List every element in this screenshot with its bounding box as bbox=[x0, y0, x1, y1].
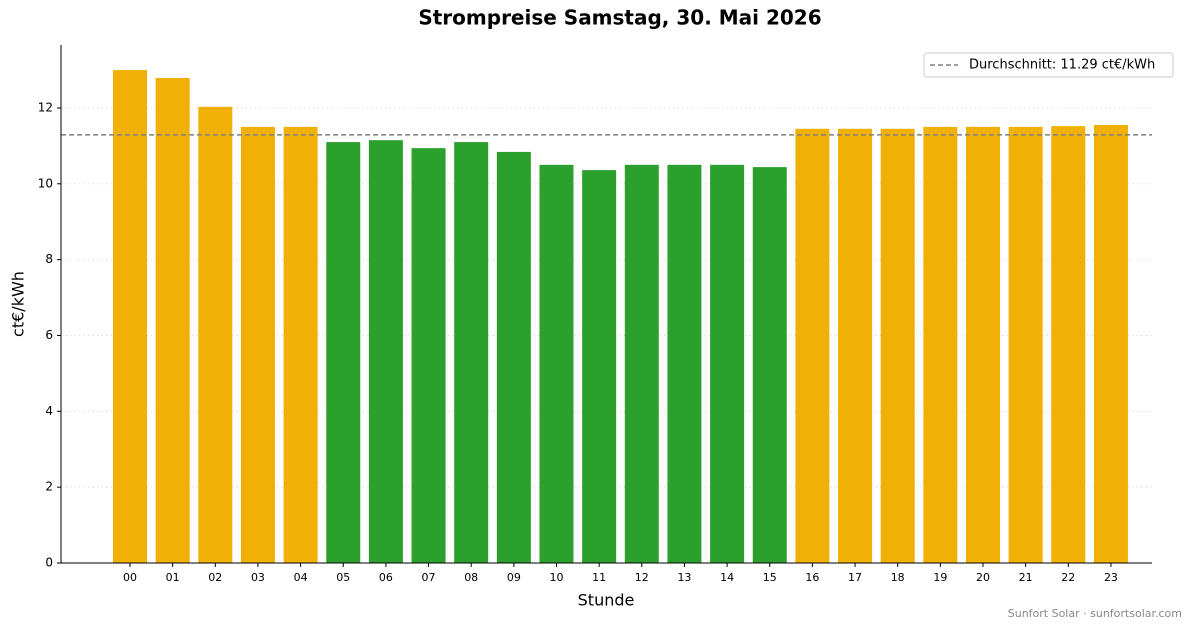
x-tick-label: 12 bbox=[635, 571, 649, 584]
x-tick-label: 14 bbox=[720, 571, 734, 584]
x-tick-label: 13 bbox=[677, 571, 691, 584]
bar bbox=[368, 140, 403, 563]
x-tick-label: 09 bbox=[507, 571, 521, 584]
y-tick-label: 6 bbox=[45, 328, 53, 342]
footer: Sunfort Solar · sunfortsolar.com bbox=[1008, 607, 1182, 620]
bar bbox=[624, 164, 659, 564]
bar bbox=[113, 70, 147, 563]
x-tick-label: 08 bbox=[464, 571, 478, 584]
x-tick-label: 00 bbox=[123, 571, 137, 584]
bar bbox=[454, 142, 489, 563]
legend-box bbox=[923, 52, 1174, 78]
x-tick-label: 05 bbox=[336, 571, 350, 584]
bar bbox=[966, 126, 1000, 563]
bar bbox=[240, 126, 275, 563]
y-axis-label: ct€/kWh bbox=[9, 271, 28, 337]
legend-label: Durchschnitt: 11.29 ct€/kWh bbox=[969, 58, 1155, 73]
bar bbox=[539, 164, 574, 564]
x-tick-label: 23 bbox=[1104, 571, 1118, 584]
x-tick-label: 20 bbox=[976, 571, 990, 584]
x-tick-label: 15 bbox=[763, 571, 777, 584]
bar bbox=[923, 126, 958, 563]
x-tick-label: 10 bbox=[550, 571, 564, 584]
bar bbox=[411, 148, 446, 563]
bar bbox=[752, 167, 787, 564]
y-tick-label: 2 bbox=[45, 480, 53, 494]
x-tick-label: 01 bbox=[166, 571, 180, 584]
bar bbox=[667, 164, 702, 564]
x-tick-label: 07 bbox=[422, 571, 436, 584]
y-tick-label: 12 bbox=[38, 100, 53, 114]
x-tick-label: 16 bbox=[805, 571, 819, 584]
bar bbox=[1051, 126, 1086, 563]
y-tick-label: 8 bbox=[45, 252, 53, 266]
bar bbox=[326, 142, 361, 563]
bar bbox=[880, 128, 915, 563]
x-tick-label: 04 bbox=[294, 571, 308, 584]
y-tick-label: 10 bbox=[38, 176, 53, 190]
y-tick-label: 4 bbox=[45, 404, 53, 418]
x-tick-label: 06 bbox=[379, 571, 393, 584]
x-tick-label: 22 bbox=[1061, 571, 1075, 584]
bar bbox=[155, 77, 190, 564]
x-tick-label: 19 bbox=[933, 571, 947, 584]
x-tick-label: 17 bbox=[848, 571, 862, 584]
bar bbox=[838, 128, 873, 563]
x-tick-label: 02 bbox=[208, 571, 222, 584]
bar bbox=[496, 151, 531, 563]
bar bbox=[710, 164, 745, 564]
bar bbox=[582, 170, 617, 563]
y-tick-label: 0 bbox=[45, 556, 53, 570]
chart-title: Strompreise Samstag, 30. Mai 2026 bbox=[418, 6, 821, 30]
x-tick-label: 11 bbox=[592, 571, 606, 584]
bar bbox=[283, 126, 318, 563]
x-tick-label: 18 bbox=[891, 571, 905, 584]
bar bbox=[795, 128, 830, 563]
bar bbox=[1008, 126, 1043, 563]
x-tick-label: 03 bbox=[251, 571, 265, 584]
bar bbox=[1093, 125, 1128, 563]
x-axis-label: Stunde bbox=[578, 591, 635, 610]
x-tick-label: 21 bbox=[1019, 571, 1033, 584]
bar bbox=[198, 106, 233, 563]
